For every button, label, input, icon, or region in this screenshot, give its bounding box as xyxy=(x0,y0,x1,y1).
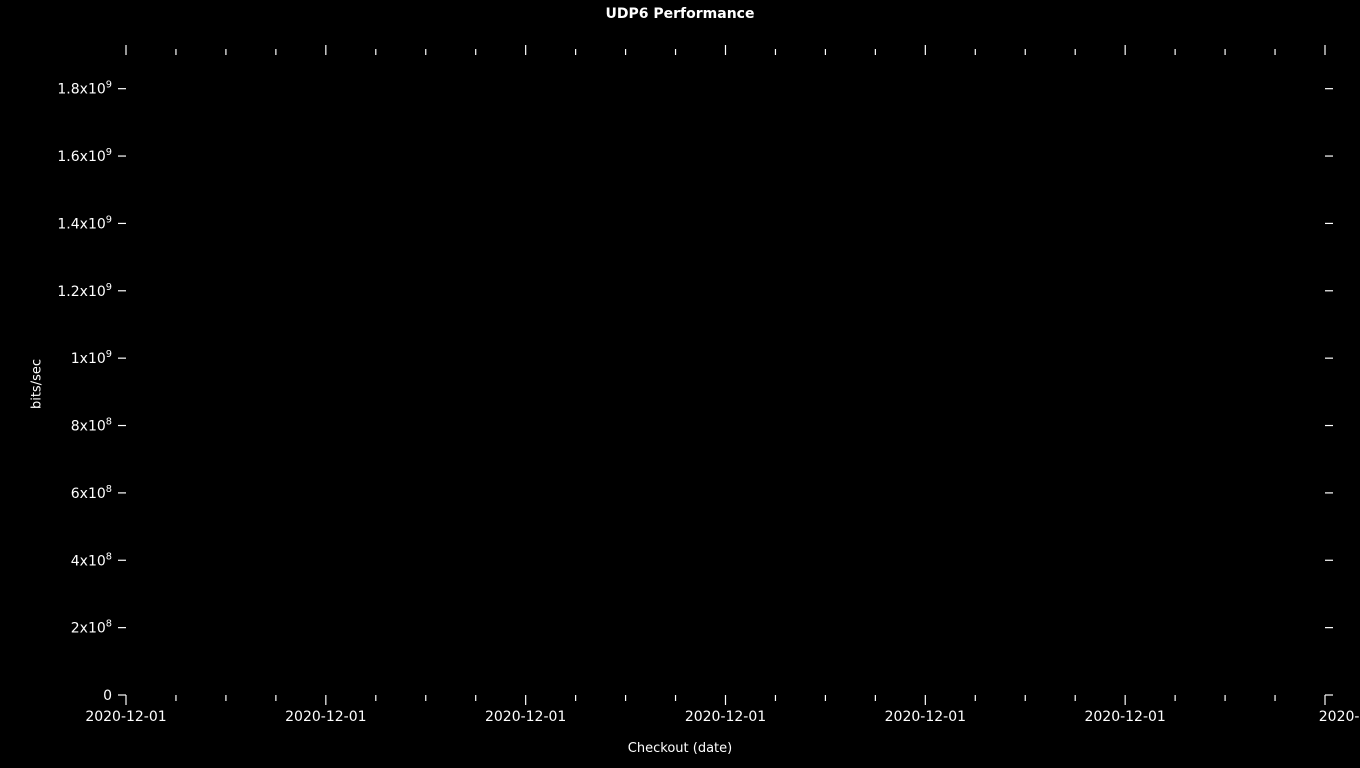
x-tick-label: 2020-12-0 xyxy=(1319,709,1360,725)
udp6-performance-chart: UDP6 Performance bits/sec Checkout (date… xyxy=(0,0,1360,768)
x-tick-label: 2020-12-01 xyxy=(85,709,166,725)
data-markers: ++++++++++++++ xyxy=(123,299,1328,350)
y-tick-label: 2x108 xyxy=(71,619,112,637)
data-point: + xyxy=(688,299,694,310)
y-tick-label: 1.8x109 xyxy=(57,80,112,98)
data-point: + xyxy=(800,306,806,317)
x-tick-label: 2020-12-01 xyxy=(1084,709,1165,725)
plot-area: 0 2x108 4x108 6x108 8x108 1x109 1.2x109 1.4x109… xyxy=(0,0,1360,768)
y-tick-label: 0 xyxy=(103,688,112,704)
data-point: + xyxy=(812,336,818,347)
y-tick-label: 1.6x109 xyxy=(57,147,112,165)
y-tick-label: 1x109 xyxy=(71,349,112,367)
x-tick-label: 2020-12-01 xyxy=(485,709,566,725)
y-tick-label: 4x108 xyxy=(71,551,112,569)
data-point: + xyxy=(1322,333,1328,344)
x-tick-label: 2020-12-01 xyxy=(885,709,966,725)
data-point: + xyxy=(800,299,806,310)
data-point: + xyxy=(123,306,129,317)
data-point: + xyxy=(812,330,818,341)
data-point: + xyxy=(123,303,129,314)
y-tick-label: 1.2x109 xyxy=(57,282,112,300)
y-axis: 0 2x108 4x108 6x108 8x108 1x109 1.2x109 1.4x109… xyxy=(57,80,1333,704)
y-tick-label: 6x108 xyxy=(71,484,112,502)
y-tick-label: 1.4x109 xyxy=(57,214,112,232)
data-point: + xyxy=(812,340,818,351)
x-tick-label: 2020-12-01 xyxy=(685,709,766,725)
data-point: + xyxy=(688,303,694,314)
x-axis: 2020-12-01 2020-12-01 2020-12-01 2020-12-01… xyxy=(85,45,1360,725)
data-point: + xyxy=(1322,336,1328,347)
y-tick-label: 8x108 xyxy=(71,417,112,435)
data-point: + xyxy=(1322,340,1328,351)
x-tick-label: 2020-12-01 xyxy=(285,709,366,725)
data-point: + xyxy=(812,333,818,344)
data-point: + xyxy=(800,303,806,314)
